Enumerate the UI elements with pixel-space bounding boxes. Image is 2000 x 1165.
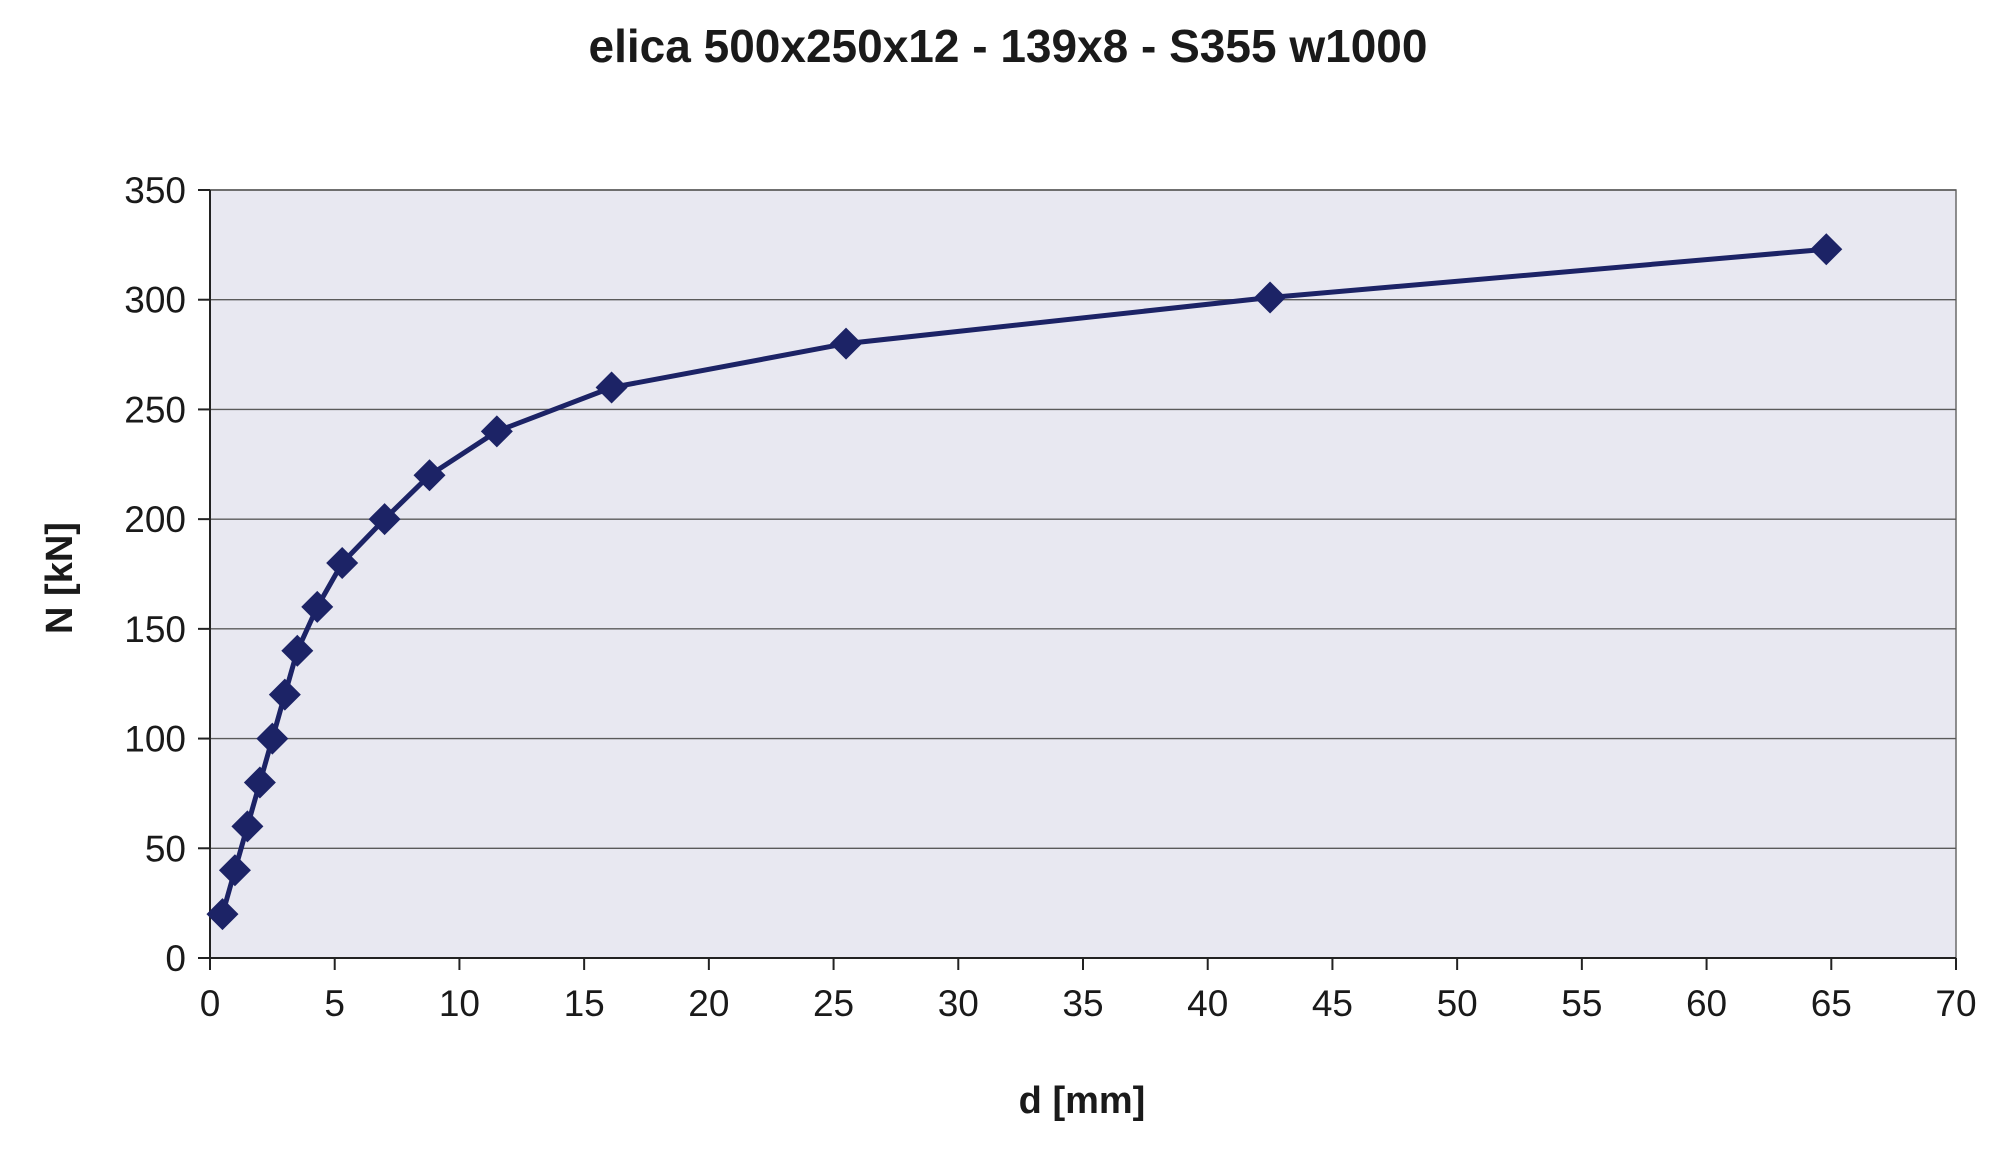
y-tick-label-5: 250 xyxy=(124,389,186,430)
y-tick-label-4: 200 xyxy=(124,499,186,540)
x-tick-label-6: 30 xyxy=(938,983,979,1024)
y-tick-label-7: 350 xyxy=(124,170,186,211)
x-tick-label-8: 40 xyxy=(1187,983,1228,1024)
y-tick-label-2: 100 xyxy=(124,719,186,760)
data-point-7 xyxy=(301,590,334,623)
series-line-0 xyxy=(220,246,1827,915)
x-tick-label-0: 0 xyxy=(200,983,221,1024)
chart-title: elica 500x250x12 - 139x8 - S355 w1000 xyxy=(589,20,1428,72)
y-axis-ticks: 0 50 100 150 200 250 300 350 xyxy=(124,170,210,979)
series-layer xyxy=(206,233,1843,931)
x-tick-label-11: 55 xyxy=(1561,983,1602,1024)
data-point-10 xyxy=(413,459,446,492)
data-point-4 xyxy=(256,722,289,755)
x-tick-label-2: 10 xyxy=(439,983,480,1024)
y-tick-label-0: 0 xyxy=(165,938,186,979)
data-point-8 xyxy=(326,547,359,580)
x-tick-label-4: 20 xyxy=(688,983,729,1024)
x-tick-label-9: 45 xyxy=(1312,983,1353,1024)
y-axis-label: N [kN] xyxy=(39,522,81,634)
data-point-14 xyxy=(1254,281,1287,314)
x-tick-label-12: 60 xyxy=(1686,983,1727,1024)
y-tick-label-1: 50 xyxy=(145,828,186,869)
x-tick-label-10: 50 xyxy=(1437,983,1478,1024)
x-tick-label-13: 65 xyxy=(1811,983,1852,1024)
data-point-0 xyxy=(206,898,239,931)
x-tick-label-1: 5 xyxy=(324,983,345,1024)
data-point-2 xyxy=(231,810,264,843)
data-point-11 xyxy=(480,415,513,448)
data-point-3 xyxy=(243,766,276,799)
x-tick-label-3: 15 xyxy=(564,983,605,1024)
x-tick-label-5: 25 xyxy=(813,983,854,1024)
data-point-12 xyxy=(595,371,628,404)
x-axis-label: d [mm] xyxy=(1019,1080,1146,1122)
plot-area xyxy=(209,189,1957,959)
x-tick-label-7: 35 xyxy=(1062,983,1103,1024)
data-point-6 xyxy=(281,634,314,667)
data-point-13 xyxy=(830,327,863,360)
data-point-1 xyxy=(218,854,251,887)
data-point-15 xyxy=(1810,233,1843,266)
x-tick-label-14: 70 xyxy=(1935,983,1976,1024)
y-tick-label-3: 150 xyxy=(124,609,186,650)
x-axis-ticks: 0 5 10 15 20 25 30 35 40 45 50 55 60 65 70 xyxy=(200,958,1977,1024)
data-point-5 xyxy=(268,678,301,711)
y-tick-label-6: 300 xyxy=(124,280,186,321)
data-point-9 xyxy=(368,503,401,536)
grid-lines xyxy=(210,189,1956,849)
